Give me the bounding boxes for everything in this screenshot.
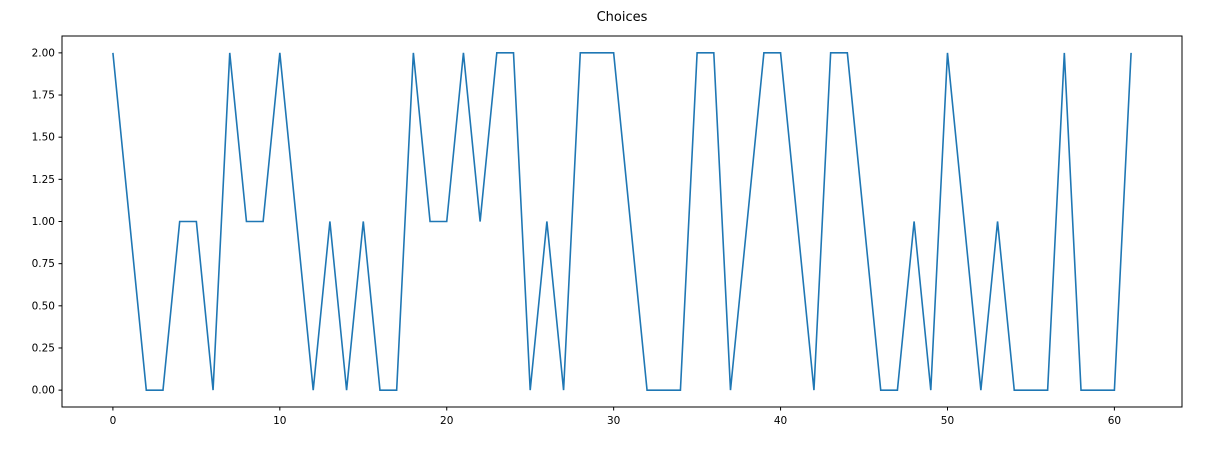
y-tick-label: 2.00: [32, 47, 55, 59]
x-tick-label: 20: [440, 415, 453, 427]
x-tick-label: 50: [941, 415, 954, 427]
y-tick-label: 0.00: [32, 385, 55, 397]
x-tick-label: 30: [607, 415, 620, 427]
y-tick-label: 1.50: [32, 132, 55, 144]
plot-border: [61, 35, 1183, 408]
x-tick-label: 0: [110, 415, 117, 427]
chart-title: Choices: [596, 10, 648, 25]
x-tick-label: 10: [273, 415, 286, 427]
x-tick-label: 60: [1108, 415, 1121, 427]
y-tick-label: 0.50: [32, 300, 55, 312]
y-tick-label: 1.75: [32, 90, 55, 102]
y-tick-label: 0.75: [32, 258, 55, 270]
y-tick-label: 0.25: [32, 342, 55, 354]
data-series-line: [112, 52, 1132, 391]
y-tick-label: 1.25: [32, 174, 55, 186]
y-tick-label: 1.00: [32, 216, 55, 228]
x-tick-label: 40: [774, 415, 787, 427]
